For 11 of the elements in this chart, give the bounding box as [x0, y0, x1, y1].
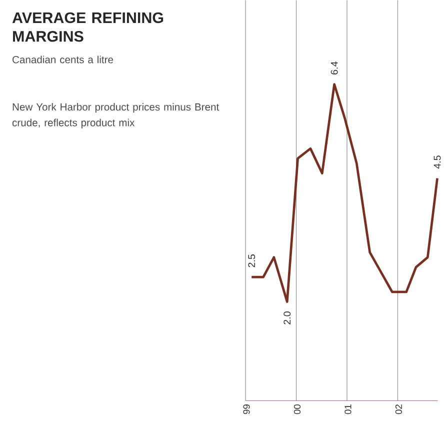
- text: New York Harbor product prices minus Brent crude, reflects product mix: [12, 102, 220, 128]
- text: AVERAGE REFINING MARGINS: [12, 12, 164, 42]
- data-label: 2.5: [248, 254, 256, 268]
- x-tick-label: 01: [344, 404, 352, 414]
- x-tick-label: 99: [243, 404, 250, 414]
- x-tick-label: 02: [395, 404, 402, 414]
- data-label: 4.5: [434, 156, 441, 169]
- text: Canadian cents a litre: [12, 56, 114, 64]
- data-label: 6.4: [330, 61, 338, 74]
- x-tick-label: 00: [294, 404, 301, 414]
- data-label: 2.0: [284, 311, 291, 324]
